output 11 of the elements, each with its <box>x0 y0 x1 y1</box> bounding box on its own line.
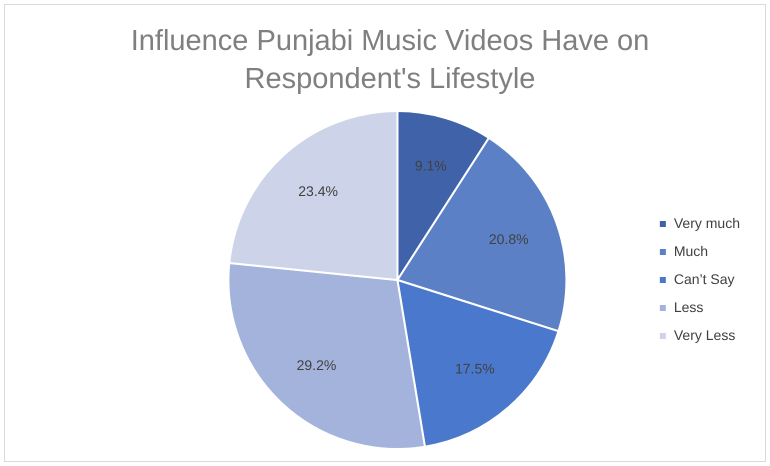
data-label: 9.1% <box>414 157 447 174</box>
legend-label: Much <box>674 242 708 259</box>
legend-label: Can’t Say <box>674 270 735 287</box>
chart-title: Influence Punjabi Music Videos Have on Respondent's Lifestyle <box>130 24 650 97</box>
legend-label: Less <box>674 298 704 315</box>
legend-label: Very Less <box>674 326 736 343</box>
legend-label: Very much <box>674 214 740 231</box>
data-label: 29.2% <box>296 357 336 374</box>
data-label: 17.5% <box>454 360 495 376</box>
data-label: 20.8% <box>488 230 529 247</box>
data-label: 23.4% <box>298 183 338 200</box>
